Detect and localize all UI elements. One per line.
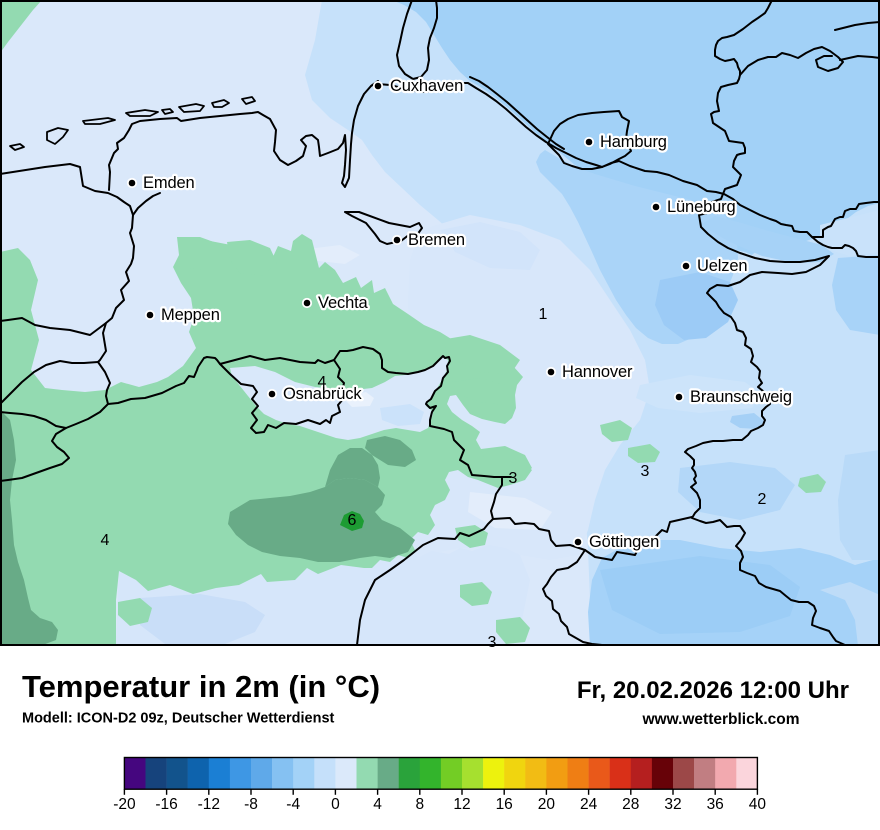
svg-text:3: 3 — [641, 463, 650, 480]
svg-text:1: 1 — [539, 306, 548, 323]
svg-text:www.wetterblick.com: www.wetterblick.com — [641, 711, 799, 728]
svg-text:Vechta: Vechta — [318, 294, 369, 312]
svg-text:40: 40 — [749, 796, 767, 813]
svg-text:Hamburg: Hamburg — [600, 133, 667, 151]
svg-text:Lüneburg: Lüneburg — [667, 198, 736, 216]
svg-text:-12: -12 — [198, 796, 220, 813]
svg-text:-20: -20 — [113, 796, 136, 813]
svg-text:Cuxhaven: Cuxhaven — [390, 77, 463, 95]
svg-text:12: 12 — [453, 796, 470, 813]
svg-text:0: 0 — [331, 796, 340, 813]
svg-text:Modell: ICON-D2 09z, Deutscher: Modell: ICON-D2 09z, Deutscher Wetterdie… — [22, 711, 335, 727]
svg-text:Fr, 20.02.2026 12:00 Uhr: Fr, 20.02.2026 12:00 Uhr — [577, 677, 849, 704]
svg-text:28: 28 — [622, 796, 639, 813]
svg-text:-8: -8 — [244, 796, 258, 813]
svg-text:20: 20 — [538, 796, 556, 813]
svg-text:Uelzen: Uelzen — [697, 257, 747, 275]
svg-text:32: 32 — [664, 796, 681, 813]
svg-text:4: 4 — [373, 796, 382, 813]
svg-text:Meppen: Meppen — [161, 306, 220, 324]
svg-text:24: 24 — [580, 796, 598, 813]
svg-text:Osnabrück: Osnabrück — [283, 385, 362, 403]
svg-text:-16: -16 — [155, 796, 177, 813]
svg-text:-4: -4 — [286, 796, 300, 813]
svg-text:2: 2 — [758, 491, 767, 508]
svg-text:Hannover: Hannover — [562, 363, 633, 381]
svg-text:Emden: Emden — [143, 174, 195, 192]
svg-text:16: 16 — [496, 796, 513, 813]
svg-text:4: 4 — [101, 532, 110, 549]
svg-text:Braunschweig: Braunschweig — [690, 388, 792, 406]
svg-text:3: 3 — [509, 470, 518, 487]
svg-text:4: 4 — [318, 374, 327, 391]
svg-text:3: 3 — [488, 634, 497, 651]
svg-text:36: 36 — [707, 796, 724, 813]
svg-text:Bremen: Bremen — [408, 231, 465, 249]
svg-text:Temperatur in 2m (in °C): Temperatur in 2m (in °C) — [22, 669, 380, 704]
svg-text:8: 8 — [415, 796, 424, 813]
svg-text:Göttingen: Göttingen — [589, 533, 659, 551]
svg-text:6: 6 — [348, 512, 357, 529]
